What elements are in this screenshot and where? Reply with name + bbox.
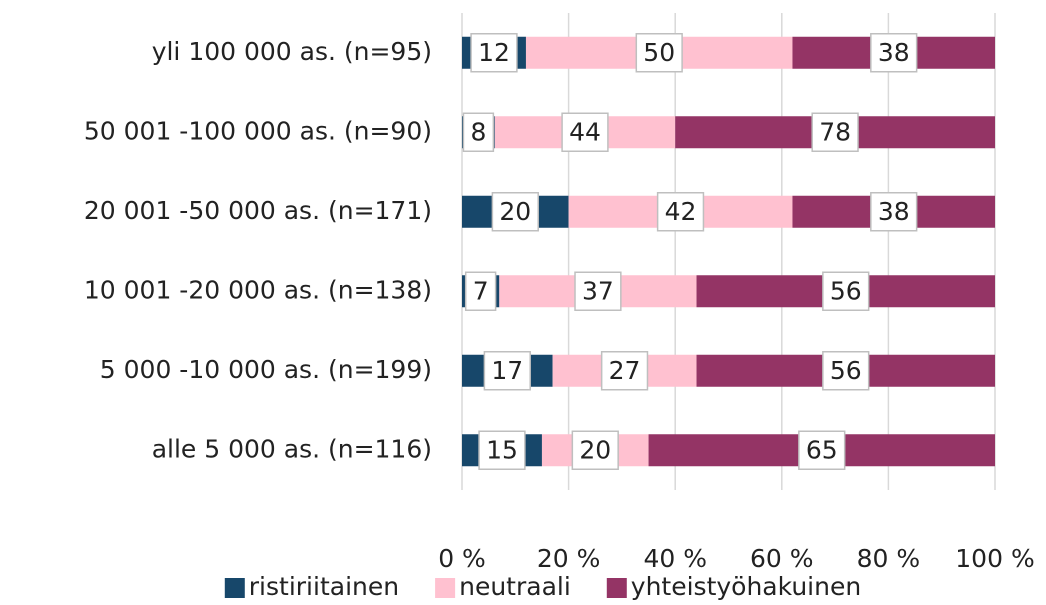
- data-label-box: [464, 271, 497, 311]
- data-label-box: [798, 430, 846, 470]
- legend-label: yhteistyöhakuinen: [631, 572, 861, 601]
- data-label: 42: [665, 197, 697, 226]
- data-label: 44: [569, 117, 601, 146]
- x-tick-label: 80 %: [857, 544, 921, 573]
- data-label-box: [811, 112, 859, 152]
- data-label: 50: [643, 38, 675, 67]
- data-label: 38: [878, 197, 910, 226]
- data-label-box: [600, 351, 649, 391]
- data-label: 65: [806, 435, 838, 464]
- y-tick-label: 20 001 -50 000 as. (n=171): [84, 196, 432, 225]
- data-label-box: [483, 351, 531, 391]
- data-label-box: [822, 271, 870, 311]
- data-label: 17: [491, 356, 523, 385]
- y-tick-label: alle 5 000 as. (n=116): [152, 434, 432, 463]
- data-label: 78: [819, 117, 851, 146]
- data-label: 37: [582, 276, 614, 305]
- data-label-box: [656, 192, 705, 232]
- legend-swatch: [606, 578, 627, 598]
- data-label-box: [470, 33, 518, 73]
- y-tick-label: 50 001 -100 000 as. (n=90): [84, 116, 432, 145]
- data-label-box: [870, 192, 918, 232]
- data-label-box: [870, 33, 918, 73]
- data-label: 56: [830, 356, 862, 385]
- data-label: 7: [473, 276, 489, 305]
- data-label: 8: [470, 117, 486, 146]
- data-label: 20: [499, 197, 531, 226]
- data-label-box: [571, 430, 619, 470]
- x-tick-label: 100 %: [955, 544, 1034, 573]
- data-label-box: [491, 192, 539, 232]
- data-label-box: [822, 351, 870, 391]
- data-label-box: [478, 430, 526, 470]
- y-tick-label: 5 000 -10 000 as. (n=199): [100, 355, 432, 384]
- legend-label: ristiriitainen: [249, 572, 399, 601]
- y-tick-label: yli 100 000 as. (n=95): [152, 37, 432, 66]
- x-tick-label: 20 %: [537, 544, 601, 573]
- x-tick-label: 60 %: [750, 544, 814, 573]
- data-label-box: [462, 112, 495, 152]
- data-label: 20: [579, 435, 611, 464]
- data-label: 56: [830, 276, 862, 305]
- data-label-box: [561, 112, 609, 152]
- legend-label: neutraali: [459, 572, 571, 601]
- data-label: 12: [478, 38, 510, 67]
- data-label: 38: [878, 38, 910, 67]
- y-tick-label: 10 001 -20 000 as. (n=138): [84, 275, 432, 304]
- legend-swatch: [224, 578, 245, 598]
- data-label: 27: [609, 356, 641, 385]
- data-label: 15: [486, 435, 518, 464]
- data-label-box: [574, 271, 622, 311]
- legend-swatch: [435, 578, 456, 598]
- x-tick-label: 0 %: [438, 544, 486, 573]
- x-tick-label: 40 %: [643, 544, 707, 573]
- data-label-box: [635, 33, 683, 73]
